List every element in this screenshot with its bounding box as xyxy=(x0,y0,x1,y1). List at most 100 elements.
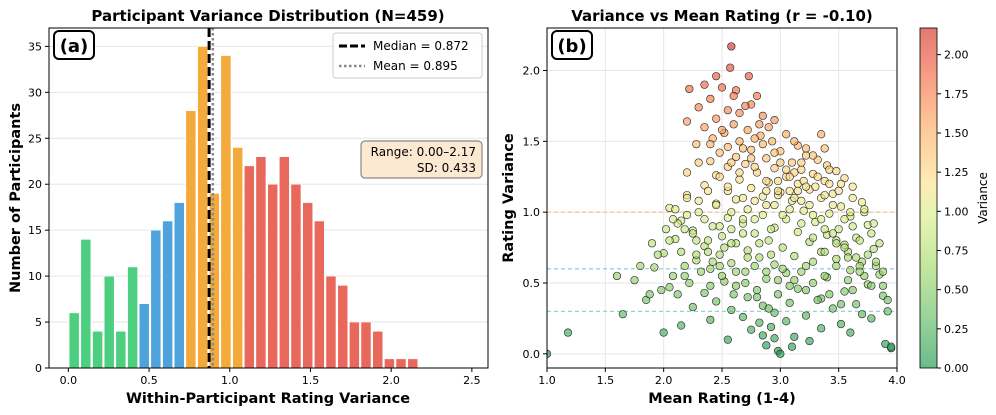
scatter-point xyxy=(766,225,776,234)
scatter-point xyxy=(793,186,802,196)
scatter-point xyxy=(712,297,721,306)
scatter-point xyxy=(738,193,748,203)
scatter-point xyxy=(758,210,767,220)
scatter-point xyxy=(836,319,846,329)
scatter-point xyxy=(731,281,741,290)
scatter-point xyxy=(738,229,748,238)
scatter-point xyxy=(832,261,841,271)
scatter-point xyxy=(834,186,843,196)
scatter-point xyxy=(680,271,689,281)
chart-b-x-tick-label: 2.0 xyxy=(655,374,673,387)
scatter-point xyxy=(673,290,682,299)
scatter-point xyxy=(770,148,779,157)
scatter-point xyxy=(750,196,759,205)
chart-a-y-ticks: 0 5 10 15 20 25 30 35 xyxy=(28,40,49,375)
chart-a-legend: Median = 0.872 Mean = 0.895 xyxy=(332,32,483,79)
scatter-point xyxy=(762,176,771,186)
scatter-point xyxy=(727,239,736,248)
chart-a-ylabel: Number of Participants xyxy=(8,103,24,293)
colorbar-tick-label: 0.50 xyxy=(944,284,969,297)
scatter-point xyxy=(755,253,764,262)
histogram-bar xyxy=(325,275,337,368)
scatter-point xyxy=(770,115,779,125)
scatter-point xyxy=(727,208,736,217)
scatter-point xyxy=(832,166,841,176)
scatter-point xyxy=(855,267,864,276)
histogram-bar xyxy=(314,220,325,368)
scatter-point xyxy=(782,317,791,326)
scatter-point xyxy=(813,172,822,181)
scatter-point xyxy=(762,267,771,276)
histogram-bar xyxy=(80,239,92,368)
scatter-point xyxy=(743,246,752,255)
scatter-point xyxy=(762,186,771,196)
chart-a-x-ticks: 0.0 0.5 1.0 1.5 2.0 2.5 xyxy=(60,368,481,387)
colorbar: 0.00 0.25 0.50 0.75 1.00 1.25 1.50 1.75 2.00 Var… xyxy=(919,27,990,375)
scatter-point xyxy=(645,290,654,299)
chart-a-x-tick-label: 2.5 xyxy=(463,374,481,387)
scatter-point xyxy=(764,123,773,132)
colorbar-tick-label: 2.00 xyxy=(944,49,969,62)
scatter-point xyxy=(846,266,855,275)
scatter-point xyxy=(706,315,715,324)
legend-mean-label: Mean = 0.895 xyxy=(373,59,458,73)
colorbar-ticks: 0.00 0.25 0.50 0.75 1.00 1.25 1.50 1.75 2.00 xyxy=(937,49,969,375)
scatter-point xyxy=(715,172,724,181)
scatter-point xyxy=(820,191,829,200)
scatter-point xyxy=(811,182,820,191)
scatter-point xyxy=(828,304,837,313)
scatter-point xyxy=(723,182,732,191)
histogram-bar xyxy=(360,321,372,368)
chart-b-y-tick-label: 0.0 xyxy=(523,348,541,361)
colorbar-label: Variance xyxy=(976,172,990,224)
scatter-point xyxy=(677,247,686,256)
scatter-point xyxy=(762,154,771,163)
scatter-point xyxy=(770,164,779,173)
scatter-point xyxy=(860,205,869,214)
scatter-point xyxy=(653,250,662,259)
histogram-bar xyxy=(197,46,208,368)
scatter-point xyxy=(887,342,896,351)
panel-a-label: (a) xyxy=(60,36,89,57)
scatter-point xyxy=(805,336,814,346)
scatter-point xyxy=(750,261,759,271)
scatter-point xyxy=(738,215,748,224)
scatter-point xyxy=(808,278,818,288)
scatter-point xyxy=(808,233,818,242)
scatter-point xyxy=(618,310,627,319)
scatter-point xyxy=(766,322,776,332)
histogram-bar xyxy=(138,303,150,368)
scatter-point xyxy=(773,176,783,186)
scatter-point xyxy=(793,284,802,293)
scatter-point xyxy=(836,300,846,309)
colorbar-tick-label: 0.25 xyxy=(944,323,969,336)
histogram-bar xyxy=(337,284,349,368)
colorbar-tick-label: 1.00 xyxy=(944,205,969,218)
scatter-point xyxy=(755,120,764,129)
scatter-point xyxy=(659,328,668,337)
chart-b-y-ticks: 0.0 0.5 1.0 1.5 2.0 xyxy=(523,65,547,361)
scatter-point xyxy=(801,285,811,295)
scatter-point xyxy=(808,210,818,220)
scatter-point xyxy=(776,158,785,167)
scatter-point xyxy=(758,140,767,149)
scatter-point xyxy=(747,145,756,154)
annotation-box xyxy=(360,140,483,179)
scatter-point xyxy=(727,158,736,167)
chart-a-title: Participant Variance Distribution (N=459… xyxy=(91,7,444,25)
scatter-point xyxy=(770,260,779,269)
scatter-point xyxy=(825,165,834,174)
scatter-point xyxy=(785,186,794,196)
scatter-point xyxy=(808,151,818,160)
scatter-point xyxy=(717,83,727,92)
histogram-bar xyxy=(407,358,419,368)
scatter-point xyxy=(717,271,727,281)
scatter-point xyxy=(692,236,701,245)
scatter-point xyxy=(762,341,771,350)
scatter-point xyxy=(682,168,692,177)
chart-a-y-tick-label: 5 xyxy=(35,316,42,329)
scatter-point xyxy=(682,193,692,203)
scatter-point xyxy=(805,200,814,210)
scatter-point xyxy=(703,186,713,196)
chart-a-y-tick-label: 15 xyxy=(28,224,42,237)
